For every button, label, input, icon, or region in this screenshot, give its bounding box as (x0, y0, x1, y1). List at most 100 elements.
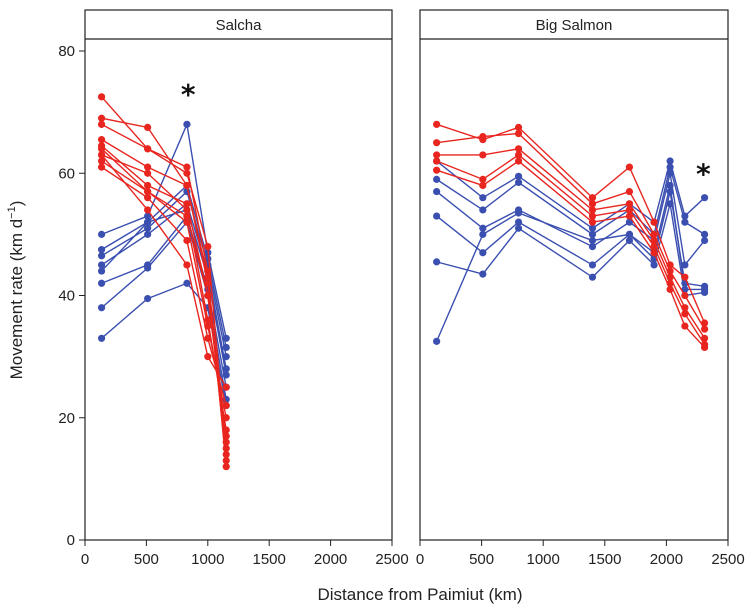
red-data-point (650, 230, 658, 238)
red-data-point (625, 200, 634, 208)
blue-data-point (588, 273, 597, 281)
blue-data-point (514, 224, 523, 232)
panel-0: Salcha 0 500 1000 1500 2000 2500 0 20 40 60 80 * (58, 9, 409, 568)
blue-data-point (97, 267, 106, 275)
y-tick-label: 0 (67, 532, 75, 549)
red-data-point (97, 157, 106, 165)
red-data-point (650, 236, 658, 245)
red-data-point (650, 243, 658, 251)
red-data-point (681, 291, 689, 300)
red-data-point (514, 157, 523, 165)
red-data-point (97, 145, 106, 153)
red-data-point (222, 463, 230, 471)
blue-data-point (666, 181, 674, 190)
red-data-point (97, 93, 106, 101)
y-axis-title-close: ) (7, 201, 26, 207)
blue-data-point (97, 246, 106, 254)
y-tick-label: 20 (58, 410, 75, 427)
blue-data-point (144, 212, 152, 220)
blue-data-point (144, 294, 152, 303)
red-data-point (514, 145, 523, 153)
blue-data-point (700, 236, 709, 245)
blue-data-point (479, 224, 487, 232)
blue-data-point (588, 236, 597, 245)
red-data-point (144, 187, 152, 196)
blue-data-point (650, 261, 658, 269)
red-data-point (144, 163, 152, 171)
blue-data-point (588, 261, 597, 269)
red-data-point (97, 120, 106, 128)
red-data-point (222, 444, 230, 452)
y-tick-label: 80 (58, 43, 75, 60)
blue-data-point (588, 230, 597, 238)
red-data-point (183, 163, 191, 171)
blue-data-point (700, 282, 709, 290)
panel-title: Big Salmon (536, 17, 613, 34)
red-data-point (433, 157, 441, 165)
red-data-point (204, 243, 212, 251)
x-tick-label: 2000 (314, 551, 347, 568)
blue-data-point (588, 243, 597, 251)
blue-data-point (625, 230, 634, 238)
blue-data-point (433, 187, 441, 196)
red-data-point (514, 123, 523, 132)
blue-data-point (97, 334, 106, 342)
blue-data-point (700, 288, 709, 297)
blue-data-point (700, 230, 709, 238)
blue-data-point (588, 224, 597, 232)
red-data-point (700, 325, 709, 333)
red-data-point (204, 291, 212, 300)
red-data-point (222, 456, 230, 465)
red-data-point (222, 438, 230, 446)
red-data-point (650, 249, 658, 257)
red-data-point (222, 432, 230, 440)
red-data-point (625, 206, 634, 214)
y-axis-title-exponent: −1 (6, 206, 18, 219)
red-data-point (97, 136, 106, 144)
blue-data-point (433, 175, 441, 183)
red-data-point (144, 169, 152, 177)
red-data-point (700, 334, 709, 342)
red-series-line (436, 132, 706, 330)
red-data-point (666, 285, 674, 293)
red-data-point (97, 114, 106, 122)
blue-data-point (514, 172, 523, 180)
y-tick-label: 60 (58, 165, 75, 182)
red-data-point (433, 139, 441, 147)
blue-data-point (144, 224, 152, 232)
red-data-point (222, 383, 230, 391)
x-tick-label: 2000 (650, 551, 683, 568)
blue-data-point (97, 261, 106, 269)
blue-data-point (681, 261, 689, 269)
red-data-point (97, 163, 106, 171)
blue-data-point (97, 304, 106, 312)
red-data-point (144, 206, 152, 214)
red-data-point (433, 120, 441, 128)
red-data-point (144, 145, 152, 153)
red-data-point (479, 175, 487, 183)
blue-data-point (479, 194, 487, 202)
blue-data-point (514, 209, 523, 217)
red-data-point (183, 218, 191, 226)
blue-data-point (666, 157, 674, 165)
red-data-point (222, 450, 230, 459)
x-tick-label: 1500 (588, 551, 621, 568)
x-tick-label: 1000 (191, 551, 224, 568)
panel-title: Salcha (216, 17, 263, 34)
red-data-point (144, 181, 152, 190)
blue-data-point (625, 236, 634, 245)
red-data-point (222, 401, 230, 410)
blue-data-point (433, 337, 441, 345)
red-data-point (479, 151, 487, 159)
red-data-point (588, 212, 597, 220)
x-tick-label: 2500 (711, 551, 744, 568)
blue-data-point (479, 230, 487, 238)
blue-data-point (433, 258, 441, 266)
red-data-point (144, 123, 152, 132)
red-data-point (588, 200, 597, 208)
blue-data-point (97, 230, 106, 238)
panel-1: Big Salmon 0 500 1000 1500 2000 2500 * (416, 9, 745, 568)
blue-data-point (625, 218, 634, 226)
x-tick-label: 1000 (527, 551, 560, 568)
